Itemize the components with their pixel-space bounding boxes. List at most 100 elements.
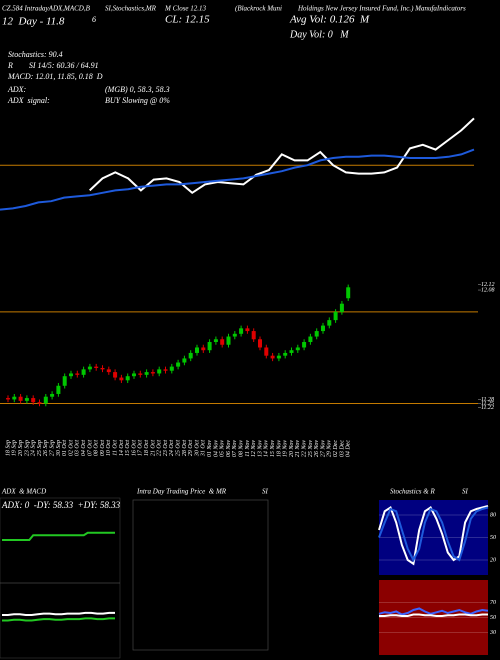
panel-title: ADX: 0 -DY: 58.33 +DY: 58.33 [1,500,121,510]
candle-body [6,398,10,400]
x-tick-label: 25 Nov [308,440,314,458]
y-tick-label: 20 [490,557,496,563]
y-tick-label: 12.12 [481,282,495,288]
candle-body [100,367,105,370]
candle-body [308,336,313,343]
x-tick-label: 21 Oct [150,440,156,456]
x-tick-label: 15 Nov [270,440,276,458]
panel-frame [0,497,121,659]
x-tick-label: 04 Dec [345,440,352,457]
candle-body [94,366,99,368]
series-line [379,613,488,617]
header-text: 12 Day - 11.8 [2,16,65,28]
header-text: R SI 14/5: 60.36 / 64.91 [7,61,99,70]
candle-body [321,325,325,332]
candle-body [169,366,174,371]
candle-body [258,339,262,348]
panel-title: Stochastics & R [390,488,435,496]
y-tick-label: 11.28 [481,397,494,403]
candle-body [251,331,256,340]
header-text: 6 [92,15,96,24]
x-tick-label: 24 Sep [30,440,37,456]
x-tick-label: 29 Nov [327,440,333,458]
candle-body [201,347,206,351]
candle-body [87,366,92,370]
x-tick-label: 25 Oct [175,440,181,456]
candle-body [163,369,168,371]
candle-body [24,398,29,401]
header-text: Stochastics: 90.4 [8,50,63,59]
x-tick-label: 20 Nov [289,440,295,458]
candle-body [182,358,187,363]
x-tick-label: 14 Nov [263,440,270,458]
header-text: (Blackrock Muni [235,5,282,13]
x-tick-label: 13 Nov [257,440,263,458]
candle-body [31,398,36,403]
candle-body [346,287,351,299]
x-tick-label: 17 Oct [138,440,144,456]
x-tick-label: 11 Oct [112,440,118,456]
x-tick-label: 25 Sep [37,440,43,456]
series-line [2,531,115,541]
x-tick-label: 07 Nov [232,440,238,458]
candle-body [144,372,149,375]
candle-body [333,311,338,321]
header-text: ADX: [7,85,27,94]
candle-body [43,396,48,404]
candle-body [276,355,281,359]
candle-body [195,347,199,353]
x-tick-label: 29 Oct [188,440,194,456]
candle-body [232,333,237,337]
panel-title: Intra Day Trading Price & MR [136,488,227,496]
candle-body [125,376,130,381]
x-tick-label: 19 Nov [283,440,289,458]
panel-title: SI [262,488,269,496]
x-tick-label: 24 Oct [168,440,175,456]
y-tick-label: 12.08 [481,287,495,293]
x-tick-label: 02 Dec [333,440,339,457]
y-tick-label: 80 [490,512,496,518]
x-tick-label: 06 Nov [226,440,232,458]
header-text: MACD: 12.01, 11.85, 0.18 D [7,72,103,81]
candle-body [18,396,23,401]
candle-body [176,362,181,367]
x-tick-label: 22 Oct [157,440,163,456]
x-tick-label: 09 Oct [100,440,106,456]
candle-body [264,347,269,356]
series-line [2,611,115,616]
candle-body [283,352,288,356]
header-text: CL: 12.15 [165,14,210,26]
x-tick-label: 15 Oct [125,440,131,456]
x-tick-label: 10 Oct [106,440,112,456]
x-tick-label: 08 Nov [238,440,244,458]
candle-body [289,350,294,353]
header-text: (MGB) 0, 58.3, 58.3 [105,85,170,94]
candle-body [220,339,225,345]
series-line [0,148,475,211]
candle-body [150,372,155,374]
header-text: CZ.584 IntradayADX,MACD,B [2,5,91,13]
series-line [378,505,489,566]
panel-background [379,580,488,655]
x-tick-label: 01 Oct [62,440,68,456]
x-tick-label: 31 Oct [201,440,207,457]
y-tick-label: 11.22 [481,405,494,411]
header-text: SI,Stochastics,MR [105,5,157,13]
candle-body [37,402,42,404]
candle-body [132,373,136,377]
x-tick-label: 27 Nov [320,440,326,458]
x-tick-label: 23 Oct [163,440,169,456]
x-tick-label: 21 Nov [295,440,301,458]
x-tick-label: 26 Sep [43,440,49,456]
series-line [378,506,489,563]
x-tick-label: 27 Sep [49,440,55,456]
y-tick-label: 11.25 [481,401,494,407]
candle-body [138,373,143,375]
candle-body [295,347,300,351]
x-tick-label: 20 Sep [18,440,24,456]
candle-body [302,342,307,348]
x-tick-label: 07 Oct [87,440,93,456]
candle-body [327,320,332,326]
candle-body [213,339,218,343]
